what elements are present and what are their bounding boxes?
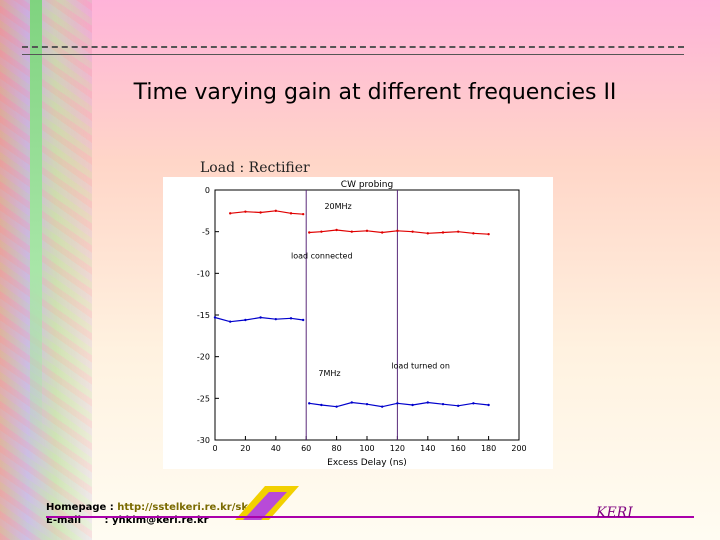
series-point [274,209,277,213]
x-tick-label: 60 [301,444,311,453]
homepage-line: Homepage : http://sstelkeri.re.kr/skc/ [46,502,258,513]
series-group [213,209,490,408]
annotations: 20MHz load connected 7MHz load turned on [291,202,450,378]
footer-zigzag-decoration [235,486,299,520]
series-point [289,317,293,320]
chart-annotation: load connected [291,251,353,260]
y-tick-label: -20 [197,353,210,362]
series-point [411,230,414,233]
decorative-side-pattern [0,0,92,540]
series-point [301,318,305,322]
email-value[interactable]: : yhkim@keri.re.kr [104,515,209,526]
plot-panel: 0 -5 -10 -15 -20 -25 -30 0 20 40 60 80 100 120 140 160… [163,177,553,469]
y-tick-label: -30 [197,436,210,445]
x-tick-label: 80 [332,444,342,453]
chart-annotation: load turned on [391,361,450,370]
series-point [472,232,475,235]
series-point [320,403,323,407]
series-point [457,230,460,233]
y-tick-label: -15 [197,311,210,320]
series-1 [229,209,490,236]
series-point [335,228,338,232]
series-point [259,316,262,319]
series-point [335,405,338,408]
series-point [487,232,490,236]
x-tick-label: 20 [240,444,250,453]
series-point [350,401,353,404]
x-axis: 0 20 40 60 80 100 120 140 160 180 200 [212,436,527,453]
series-point [426,232,429,235]
series-point [396,229,399,233]
series-point [365,402,369,406]
chart-title: CW probing [341,180,393,190]
y-axis: 0 -5 -10 -15 -20 -25 -30 [197,186,219,445]
homepage-label: Homepage : [46,502,114,513]
y-tick-label: -10 [197,269,210,278]
x-tick-label: 120 [390,444,405,453]
series-2 [213,316,490,408]
series-point [457,404,460,408]
series-point [426,401,429,404]
x-tick-label: 160 [451,444,466,453]
decorative-green-bar [30,0,42,450]
series-point [350,230,353,233]
series-point [289,212,293,215]
footer-rule [46,516,694,518]
series-point [381,231,384,234]
series-point [229,212,232,215]
homepage-link[interactable]: http://sstelkeri.re.kr/skc/ [117,502,258,513]
series-point [259,211,262,214]
chart-annotation: 20MHz [324,202,351,211]
keri-logo-text: KERI [596,505,633,521]
gain-chart: 0 -5 -10 -15 -20 -25 -30 0 20 40 60 80 100 120 140 160… [197,180,527,468]
series-point [244,210,247,213]
slide-title: Time varying gain at different frequenci… [133,80,617,105]
email-label: E-mail [46,515,82,526]
series-point [213,316,217,319]
series-point [396,402,399,405]
x-tick-label: 100 [359,444,374,453]
x-tick-label: 180 [481,444,496,453]
series-point [274,317,277,321]
series-point [308,231,311,234]
series-point [381,405,384,408]
series-point [365,229,369,233]
series-point [441,402,445,406]
x-tick-label: 40 [271,444,281,453]
x-tick-label: 200 [511,444,526,453]
series-point [229,320,232,323]
y-tick-label: -25 [197,394,210,403]
chart-subtitle: Load : Rectifier [200,160,310,176]
series-point [244,318,247,322]
series-point [441,231,445,234]
series-point [301,212,305,216]
series-point [472,402,475,405]
y-tick-label: -5 [202,228,210,237]
chart-annotation: 7MHz [318,369,340,378]
series-point [411,403,414,407]
series-point [320,230,323,233]
series-point [487,403,490,407]
title-rule [22,46,684,55]
x-tick-label: 0 [212,444,217,453]
series-point [308,402,311,405]
x-tick-label: 140 [420,444,435,453]
email-line: E-mail : yhkim@keri.re.kr [46,515,209,526]
y-tick-label: 0 [205,186,210,195]
x-axis-label: Excess Delay (ns) [327,458,407,468]
